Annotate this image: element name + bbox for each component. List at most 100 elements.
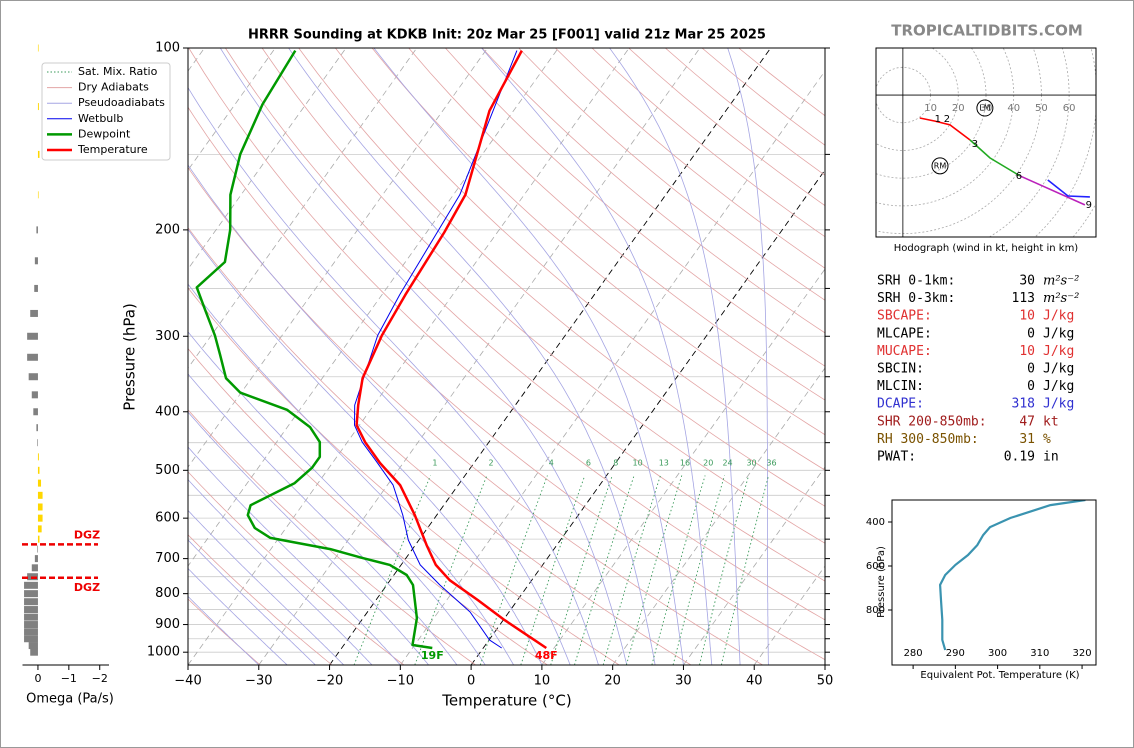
omega-bar (37, 44, 39, 52)
legend-label: Sat. Mix. Ratio (78, 65, 158, 78)
ring-label: 60 (1063, 103, 1076, 114)
pseudoadiabat (727, 48, 769, 665)
thetae-y-tick-label: 400 (866, 517, 885, 528)
mixing-ratio-line (602, 475, 661, 665)
y-tick-label: 500 (155, 463, 180, 478)
pseudoadiabat (188, 479, 373, 665)
omega-bar (24, 621, 38, 629)
mixing-ratio-line (625, 475, 683, 665)
parameter-unit: in (1043, 450, 1059, 465)
omega-bar (24, 598, 38, 606)
hodograph-area: 1 2 3 6 9 LM RM (876, 48, 1096, 237)
y-tick-label: 700 (155, 551, 180, 566)
thetae-x-label: Equivalent Pot. Temperature (K) (920, 670, 1079, 681)
mixing-ratio-label: 4 (549, 459, 554, 468)
pseudoadiabat (373, 48, 684, 665)
pseudoadiabat (188, 509, 344, 665)
y-tick-label: 400 (155, 404, 180, 419)
mixing-ratio-line (672, 475, 725, 665)
mixing-ratio-label: 10 (633, 459, 643, 468)
omega-axis-label: Omega (Pa/s) (26, 692, 114, 707)
omega-bar (33, 408, 38, 416)
dry-adiabat (225, 48, 825, 582)
x-tick-label: 20 (604, 674, 621, 689)
legend-label: Temperature (77, 143, 148, 156)
storm-motion (976, 99, 994, 117)
dry-adiabat (188, 409, 476, 665)
pseudoadiabat (481, 48, 713, 665)
mixing-ratio-label: 20 (703, 459, 713, 468)
dry-adiabat (481, 48, 825, 334)
isotherm (400, 70, 825, 665)
parameter-unit: J/kg (1043, 379, 1074, 394)
isotherm (188, 48, 347, 270)
surface-label: 48F (535, 649, 558, 662)
dry-adiabat (188, 347, 548, 665)
omega-bar (37, 545, 38, 553)
y-tick-label: 900 (155, 617, 180, 632)
parameter-label: SHR 200-850mb: (877, 414, 987, 429)
dry-adiabat (335, 48, 825, 471)
omega-bar (37, 479, 42, 487)
hodograph-trace (919, 117, 971, 141)
isotherm (329, 48, 772, 665)
parameter-unit: J/kg (1043, 397, 1074, 412)
pseudoadiabat (188, 595, 260, 665)
pseudoadiabat (188, 567, 288, 665)
parameter-value: 0 (1027, 362, 1035, 377)
omega-bar (30, 309, 38, 317)
ring-label: 30 (980, 103, 993, 114)
parameter-unit: J/kg (1043, 344, 1074, 359)
omega-bar (24, 606, 38, 614)
x-tick-label: 50 (817, 674, 834, 689)
omega-bar (37, 525, 42, 533)
thetae-x-tick-label: 310 (1030, 648, 1049, 659)
parameter-unit: J/kg (1043, 309, 1074, 324)
hodograph-trace (969, 139, 1021, 177)
height-label: 9 (1086, 200, 1092, 211)
chart-title: HRRR Sounding at KDKB Init: 20z Mar 25 [… (248, 28, 766, 43)
isotherm (188, 48, 488, 468)
dry-adiabat (371, 48, 825, 436)
legend-box (41, 62, 171, 161)
hodograph-frame (875, 47, 1097, 238)
parameter-label: PWAT: (877, 450, 916, 465)
legend-label: Wetbulb (78, 112, 123, 125)
pseudoadiabat (609, 48, 741, 665)
storm-motion-label: RM (934, 161, 947, 170)
x-tick-label: −40 (174, 674, 201, 689)
omega-bar (37, 491, 43, 499)
x-tick-label: −30 (245, 674, 272, 689)
omega-bar (24, 635, 38, 643)
mixing-ratio-label: 2 (488, 459, 493, 468)
y-axis-label: Pressure (hPa) (121, 303, 139, 411)
legend-label: Pseudoadiabats (78, 96, 165, 109)
parameter-unit: kt (1043, 414, 1059, 429)
pseudoadiabat (188, 331, 486, 665)
mixing-ratio-label: 24 (722, 459, 732, 468)
dry-adiabat (188, 227, 692, 665)
mixing-ratio-label: 8 (613, 459, 618, 468)
omega-bar (28, 373, 38, 381)
isotherm (188, 48, 559, 567)
parameter-value: 30 (1019, 274, 1035, 289)
omega-bar (31, 391, 38, 399)
pseudoadiabat (188, 228, 543, 665)
background-lines (188, 48, 825, 665)
x-tick-label: 10 (534, 674, 551, 689)
hodograph-trace (1047, 179, 1090, 198)
profile-line (354, 50, 518, 649)
profile-line (195, 49, 433, 650)
ring-label: 20 (952, 103, 965, 114)
mixing-ratio-label: 16 (680, 459, 690, 468)
parameter-unit: m²s⁻² (1043, 274, 1079, 289)
ring-label: 10 (924, 103, 937, 114)
omega-tick-label: −2 (92, 672, 108, 685)
x-axis-label: Temperature (°C) (441, 692, 571, 710)
parameter-unit: m²s⁻² (1043, 291, 1079, 306)
mixing-ratio-label: 30 (746, 459, 756, 468)
isotherm (188, 48, 276, 171)
y-tick-label: 800 (155, 586, 180, 601)
parameter-label: DCAPE: (877, 397, 924, 412)
